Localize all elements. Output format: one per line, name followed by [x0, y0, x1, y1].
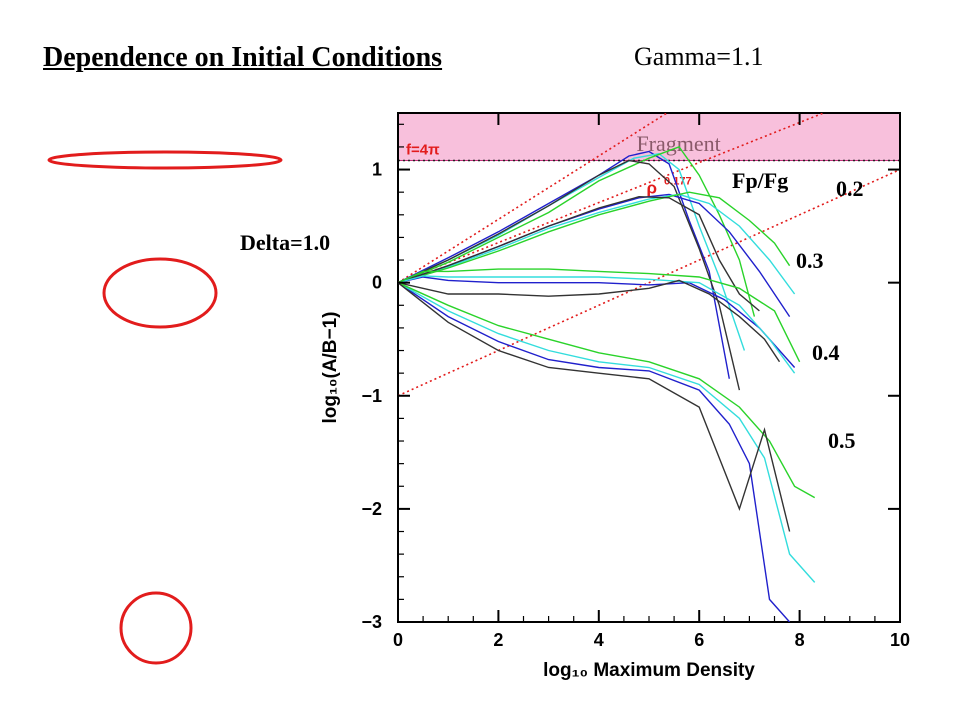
x-axis-label: log₁₀ Maximum Density [543, 660, 755, 681]
series-line-0-2-1 [398, 152, 746, 351]
series-line-0-4-11 [398, 279, 781, 363]
series-line-0-4-9 [398, 275, 796, 374]
series-line-0-2-2 [398, 146, 756, 317]
x-tick-label: 0 [393, 630, 403, 650]
flat-ellipse [47, 150, 283, 170]
medium-ellipse [102, 257, 218, 329]
series-line-0-4-10 [398, 268, 801, 363]
rho-label: ρ [646, 178, 657, 197]
x-tick-label: 6 [694, 630, 704, 650]
x-tick-label: 8 [795, 630, 805, 650]
x-tick-label: 10 [890, 630, 910, 650]
series-line-0-3-7 [398, 195, 760, 312]
series-line-0-5-15 [398, 282, 791, 532]
series-line-0-5-14 [398, 282, 816, 499]
delta-label: Delta=1.0 [240, 230, 331, 255]
curve-label-0-5: 0.5 [828, 428, 856, 453]
series-line-0-3-6 [398, 191, 791, 284]
series-line-0-4-8 [398, 276, 796, 368]
curve-label-0-4: 0.4 [812, 340, 840, 365]
reference-line-2 [398, 113, 669, 284]
curve-label-0-3: 0.3 [796, 248, 824, 273]
fpfg-label: Fp/Fg [732, 168, 789, 193]
reference-line-0 [398, 113, 826, 284]
y-axis-label: log₁₀(A/B−1) [320, 312, 341, 424]
y-tick-label: −2 [361, 499, 382, 519]
reference-line-1 [398, 168, 900, 397]
curve-label-0-2: 0.2 [836, 176, 864, 201]
x-tick-label: 4 [594, 630, 604, 650]
y-tick-label: 1 [372, 160, 382, 180]
y-tick-label: −1 [361, 386, 382, 406]
series-line-0-2-3 [398, 159, 741, 391]
series-line-0-2-0 [398, 150, 730, 379]
threshold-label: f=4π [406, 142, 440, 159]
series-line-0-5-12 [398, 282, 791, 622]
x-tick-label: 2 [493, 630, 503, 650]
y-tick-label: −3 [361, 612, 382, 632]
slide-title: Dependence on Initial Conditions [43, 42, 443, 73]
series-line-0-5-13 [398, 282, 816, 583]
series-line-0-3-5 [398, 193, 796, 295]
gamma-label: Gamma=1.1 [634, 42, 764, 71]
y-tick-label: 0 [372, 273, 382, 293]
circle-shape [119, 591, 193, 665]
